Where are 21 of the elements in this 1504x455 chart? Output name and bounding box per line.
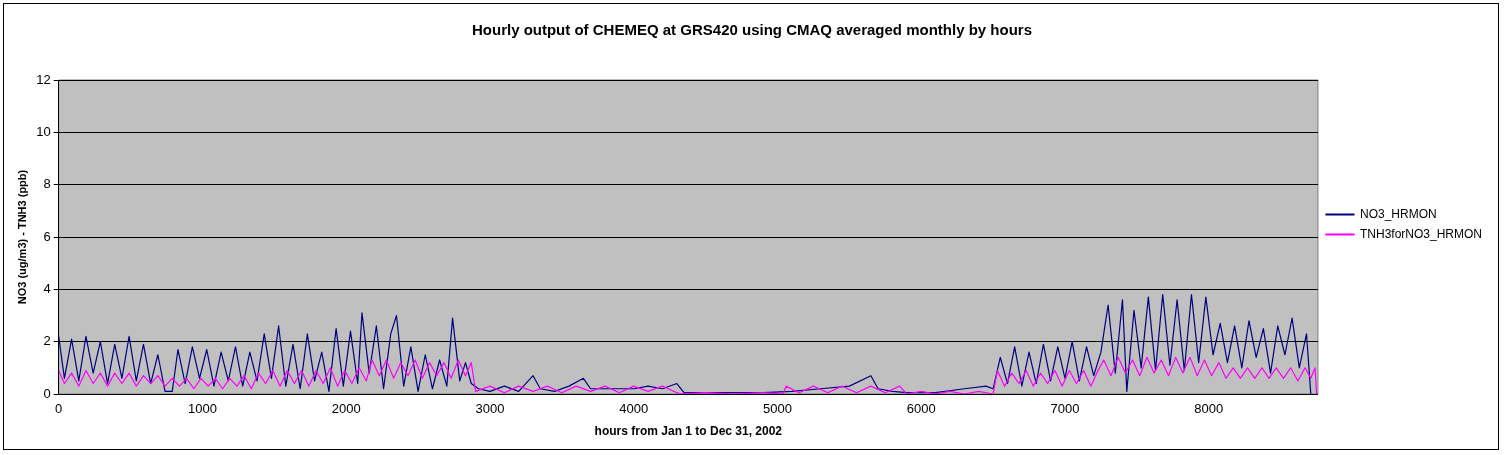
- y-tick-label: 6: [43, 228, 51, 244]
- x-tick-label: 7000: [1050, 401, 1080, 417]
- legend-label: TNH3forNO3_HRMON: [1359, 226, 1482, 241]
- y-tick-label: 4: [43, 280, 51, 296]
- y-tick-label: 10: [36, 123, 51, 139]
- x-tick-label: 1000: [187, 401, 217, 417]
- x-tick-label: 4000: [619, 401, 649, 417]
- x-tick-label: 0: [55, 401, 63, 417]
- y-tick-label: 8: [43, 176, 51, 192]
- x-tick-label: 3000: [475, 401, 505, 417]
- y-tick-label: 2: [43, 333, 51, 349]
- chart-title: Hourly output of CHEMEQ at GRS420 using CMAQ averaged monthly by hours: [471, 21, 1033, 39]
- legend-label: NO3_HRMON: [1359, 206, 1437, 221]
- x-tick-label: 8000: [1194, 401, 1224, 417]
- y-tick-label: 12: [36, 71, 51, 87]
- x-tick-label: 5000: [762, 401, 792, 417]
- x-tick-label: 2000: [331, 401, 361, 417]
- y-tick-label: 0: [43, 385, 51, 401]
- x-axis-title: hours from Jan 1 to Dec 31, 2002: [594, 424, 783, 439]
- y-axis-title: NO3 (ug/m3) - TNH3 (ppb): [15, 169, 28, 305]
- x-tick-label: 6000: [906, 401, 936, 417]
